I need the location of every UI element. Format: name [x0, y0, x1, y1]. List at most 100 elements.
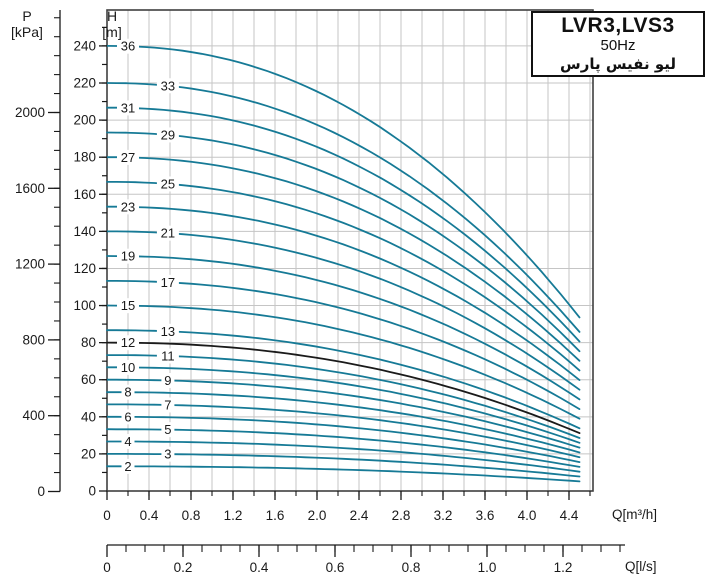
curve-label-17: 17	[156, 274, 179, 290]
pump-curve-36	[106, 45, 581, 319]
curve-label-25: 25	[156, 176, 179, 192]
brand-name: ليو نفيس پارس	[560, 55, 676, 73]
svg-text:100: 100	[73, 298, 96, 313]
svg-text:29: 29	[161, 127, 175, 142]
pump-curves	[106, 45, 581, 483]
flow-m3h-unit-label: Q[m³/h]	[612, 507, 658, 522]
svg-text:12: 12	[121, 335, 135, 350]
flow-ls-axis: 0 0.2 0.4 0.6 0.8 1.0 1.2	[103, 544, 625, 575]
title-box: LVR3,LVS3 50Hz ليو نفيس پارس	[531, 11, 705, 77]
pump-curve-33	[106, 82, 581, 333]
pump-curve-3	[106, 453, 581, 478]
svg-text:13: 13	[161, 324, 175, 339]
svg-text:3.2: 3.2	[434, 508, 453, 523]
svg-text:33: 33	[161, 78, 175, 93]
svg-text:6: 6	[124, 409, 131, 424]
svg-text:2.8: 2.8	[392, 508, 411, 523]
curve-label-3: 3	[161, 446, 175, 462]
curve-label-2: 2	[121, 458, 135, 474]
svg-text:0.6: 0.6	[326, 560, 345, 575]
svg-text:36: 36	[121, 39, 135, 54]
curve-label-15: 15	[117, 298, 139, 314]
curve-label-31: 31	[117, 100, 139, 116]
pump-curve-4	[106, 440, 581, 473]
svg-text:0: 0	[103, 560, 111, 575]
svg-text:0: 0	[37, 484, 45, 499]
svg-text:1.2: 1.2	[554, 560, 573, 575]
pump-curve-15	[106, 304, 581, 420]
pump-curve-6	[106, 415, 581, 463]
svg-text:21: 21	[161, 226, 175, 241]
svg-text:7: 7	[164, 397, 171, 412]
svg-text:4.4: 4.4	[560, 508, 579, 523]
svg-text:4: 4	[124, 434, 131, 449]
pump-curve-5	[106, 428, 581, 468]
pump-curve-7	[106, 403, 581, 459]
curve-label-27: 27	[117, 149, 139, 165]
svg-text:40: 40	[81, 409, 96, 424]
svg-text:27: 27	[121, 150, 135, 165]
pump-curve-31	[106, 106, 581, 343]
curve-label-21: 21	[156, 225, 179, 241]
pressure-axis-header: P [kPa]	[5, 8, 49, 40]
svg-text:80: 80	[81, 335, 96, 350]
curve-label-9: 9	[161, 372, 175, 388]
svg-text:1.2: 1.2	[224, 508, 243, 523]
svg-text:0.8: 0.8	[182, 508, 201, 523]
svg-text:2000: 2000	[15, 105, 45, 120]
curve-label-23: 23	[117, 199, 139, 215]
curve-label-36: 36	[117, 38, 139, 54]
svg-text:9: 9	[164, 373, 171, 388]
curve-label-5: 5	[161, 422, 175, 438]
svg-text:5: 5	[164, 422, 171, 437]
svg-text:20: 20	[81, 446, 96, 461]
svg-text:3: 3	[164, 447, 171, 462]
pump-curve-27	[106, 156, 581, 362]
svg-text:2.4: 2.4	[350, 508, 369, 523]
flow-m3h-axis: 0 0.4 0.8 1.2 1.6 2.0 2.4 2.8 3.2 3.6 4.0 4.4	[103, 491, 591, 523]
svg-text:800: 800	[22, 332, 45, 347]
pump-curve-9	[106, 378, 581, 449]
svg-text:17: 17	[161, 275, 175, 290]
svg-text:160: 160	[73, 187, 96, 202]
svg-text:0: 0	[103, 508, 111, 523]
svg-text:60: 60	[81, 372, 96, 387]
svg-text:0: 0	[88, 484, 96, 499]
pressure-axis-unit: [kPa]	[11, 24, 43, 40]
curve-label-4: 4	[121, 434, 135, 450]
svg-text:10: 10	[121, 360, 135, 375]
curve-label-10: 10	[117, 359, 139, 375]
svg-text:180: 180	[73, 150, 96, 165]
curve-label-6: 6	[121, 409, 135, 425]
curve-label-33: 33	[156, 78, 179, 94]
svg-text:0.4: 0.4	[250, 560, 269, 575]
pump-curve-11	[106, 354, 581, 439]
svg-text:25: 25	[161, 176, 175, 191]
svg-text:3.6: 3.6	[476, 508, 495, 523]
svg-text:1600: 1600	[15, 181, 45, 196]
curve-label-19: 19	[117, 248, 139, 264]
svg-text:240: 240	[73, 38, 96, 53]
pump-curve-25	[106, 181, 581, 372]
svg-text:8: 8	[124, 385, 131, 400]
pump-curve-13	[106, 329, 581, 430]
svg-text:400: 400	[22, 408, 45, 423]
svg-text:200: 200	[73, 113, 96, 128]
pump-curve-8	[106, 391, 581, 454]
svg-text:4.0: 4.0	[518, 508, 537, 523]
svg-text:0.8: 0.8	[402, 560, 421, 575]
flow-ls-unit-label: Q[l/s]	[625, 559, 657, 574]
svg-text:23: 23	[121, 199, 135, 214]
model-name: LVR3,LVS3	[561, 14, 675, 37]
curve-label-13: 13	[156, 323, 179, 339]
svg-text:1.0: 1.0	[478, 560, 497, 575]
head-axis-header: H [m]	[92, 8, 132, 40]
pump-curve-19	[106, 255, 581, 401]
svg-text:0.4: 0.4	[140, 508, 159, 523]
pressure-axis: 0 400 800 1200 1600 2000	[15, 10, 61, 499]
pump-curve-23	[106, 205, 581, 381]
pump-curve-29	[106, 131, 581, 353]
